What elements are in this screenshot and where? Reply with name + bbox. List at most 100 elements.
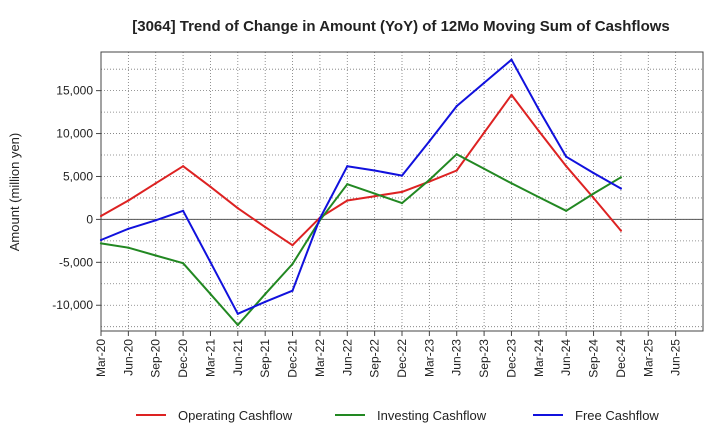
data-point: [209, 185, 212, 188]
data-point: [592, 171, 595, 175]
data-point: [400, 202, 404, 205]
data-point: [565, 209, 568, 212]
data-point: [318, 217, 321, 220]
x-tick-label: Dec-21: [286, 339, 300, 378]
data-point: [373, 195, 376, 198]
data-point: [510, 58, 513, 61]
data-point: [346, 183, 349, 186]
data-point: [565, 165, 568, 168]
x-tick-label: Mar-23: [422, 339, 436, 377]
data-point: [455, 105, 458, 108]
x-tick-label: Jun-21: [231, 339, 245, 376]
data-point: [592, 196, 595, 199]
data-point: [209, 261, 212, 264]
y-axis-label: Amount (million yen): [7, 133, 22, 252]
data-point: [99, 242, 103, 245]
data-point: [428, 140, 431, 143]
x-tick-label: Jun-23: [450, 339, 464, 376]
data-point: [236, 312, 239, 315]
series-line: [100, 58, 622, 315]
y-tick-label: 5,000: [63, 169, 93, 183]
x-tick-label: Mar-22: [313, 339, 327, 377]
x-tick-label: Sep-23: [477, 339, 491, 378]
data-point: [483, 131, 486, 134]
x-tick-label: Mar-20: [94, 339, 108, 377]
legend-label: Investing Cashflow: [377, 408, 487, 423]
data-point: [127, 199, 130, 202]
data-point: [264, 300, 267, 303]
x-tick-label: Sep-24: [587, 339, 601, 378]
data-point: [619, 187, 623, 190]
axes: -10,000 -5,000 0 5,000 10,000 15,000 Mar-20 Jun…: [52, 51, 704, 378]
data-point: [346, 199, 349, 202]
data-point: [428, 178, 431, 181]
data-point: [182, 209, 185, 212]
data-point: [483, 167, 486, 170]
x-tick-label: Mar-25: [641, 339, 655, 377]
legend-item: Investing Cashflow: [335, 408, 487, 423]
y-tick-label: 0: [86, 212, 93, 226]
grid-lines: [100, 52, 704, 331]
x-tick-label: Sep-21: [258, 339, 272, 378]
data-point: [291, 262, 294, 266]
series-line: [100, 93, 622, 247]
series-free-cashflow: [99, 58, 623, 315]
legend: Operating Cashflow Investing Cashflow Free…: [136, 408, 659, 423]
data-point: [510, 93, 513, 96]
x-tick-label: Dec-20: [176, 339, 190, 378]
x-tick-label: Dec-23: [504, 339, 518, 378]
data-point: [154, 182, 157, 185]
data-point: [236, 323, 239, 327]
data-point: [182, 262, 185, 265]
x-tick-label: Jun-24: [559, 339, 573, 376]
data-point: [99, 214, 103, 218]
y-tick-label: -5,000: [59, 255, 93, 269]
data-point: [510, 182, 513, 185]
data-point: [291, 289, 294, 292]
x-tick-label: Mar-21: [203, 339, 217, 377]
x-tick-label: Dec-22: [395, 339, 409, 378]
y-tick-label: 15,000: [56, 84, 93, 98]
y-tick-label: 10,000: [56, 127, 93, 141]
data-point: [291, 244, 294, 247]
data-point: [236, 207, 239, 210]
data-point: [373, 169, 376, 172]
data-point: [483, 81, 486, 84]
series-line: [100, 153, 622, 326]
series-operating-cashflow: [99, 93, 623, 247]
data-point: [182, 165, 185, 168]
data-point: [209, 293, 212, 296]
legend-label: Operating Cashflow: [178, 408, 293, 423]
data-point: [400, 190, 404, 193]
data-point: [455, 169, 458, 172]
chart-title: [3064] Trend of Change in Amount (YoY) o…: [132, 18, 670, 35]
data-point: [154, 254, 157, 257]
x-tick-label: Jun-22: [340, 339, 354, 376]
series-lines: [99, 58, 623, 327]
x-tick-label: Mar-24: [532, 339, 546, 377]
y-tick-label: -10,000: [52, 298, 93, 312]
data-point: [346, 165, 349, 168]
data-point: [264, 226, 267, 229]
data-point: [619, 229, 623, 232]
data-point: [127, 227, 130, 230]
data-point: [537, 129, 540, 133]
data-point: [373, 192, 376, 195]
data-point: [619, 176, 623, 179]
data-point: [455, 153, 458, 156]
data-point: [127, 246, 130, 249]
x-tick-label: Jun-25: [669, 339, 683, 376]
data-point: [264, 293, 267, 296]
x-tick-label: Jun-20: [121, 339, 135, 376]
data-point: [565, 155, 568, 158]
data-point: [99, 238, 103, 242]
data-point: [592, 192, 595, 195]
data-point: [154, 219, 157, 222]
data-point: [537, 196, 540, 199]
legend-item: Free Cashflow: [533, 408, 659, 423]
data-point: [537, 108, 540, 111]
legend-label: Free Cashflow: [575, 408, 659, 423]
data-point: [400, 174, 404, 177]
